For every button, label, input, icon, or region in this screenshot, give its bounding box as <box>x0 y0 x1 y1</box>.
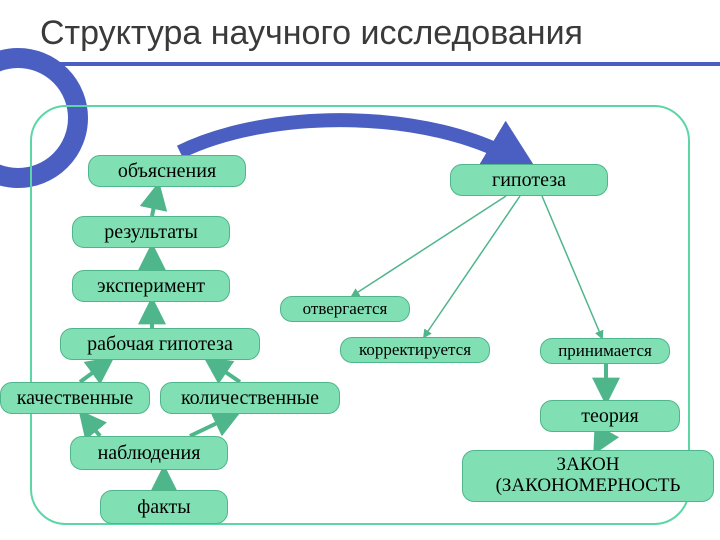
node-law: ЗАКОН(ЗАКОНОМЕРНОСТЬ <box>462 450 714 502</box>
node-results: результаты <box>72 216 230 248</box>
node-working_hyp: рабочая гипотеза <box>60 328 260 360</box>
node-quantitative: количественные <box>160 382 340 414</box>
node-observations: наблюдения <box>70 436 228 470</box>
node-corrected: корректируется <box>340 337 490 363</box>
node-explanations: объяснения <box>88 155 246 187</box>
node-accepted: принимается <box>540 338 670 364</box>
diagram-area: объяснения гипотеза результаты эксперимент о… <box>0 0 720 540</box>
node-qualitative: качественные <box>0 382 150 414</box>
node-rejected: отвергается <box>280 296 410 322</box>
node-theory: теория <box>540 400 680 432</box>
node-hypothesis: гипотеза <box>450 164 608 196</box>
node-facts: факты <box>100 490 228 524</box>
node-experiment: эксперимент <box>72 270 230 302</box>
